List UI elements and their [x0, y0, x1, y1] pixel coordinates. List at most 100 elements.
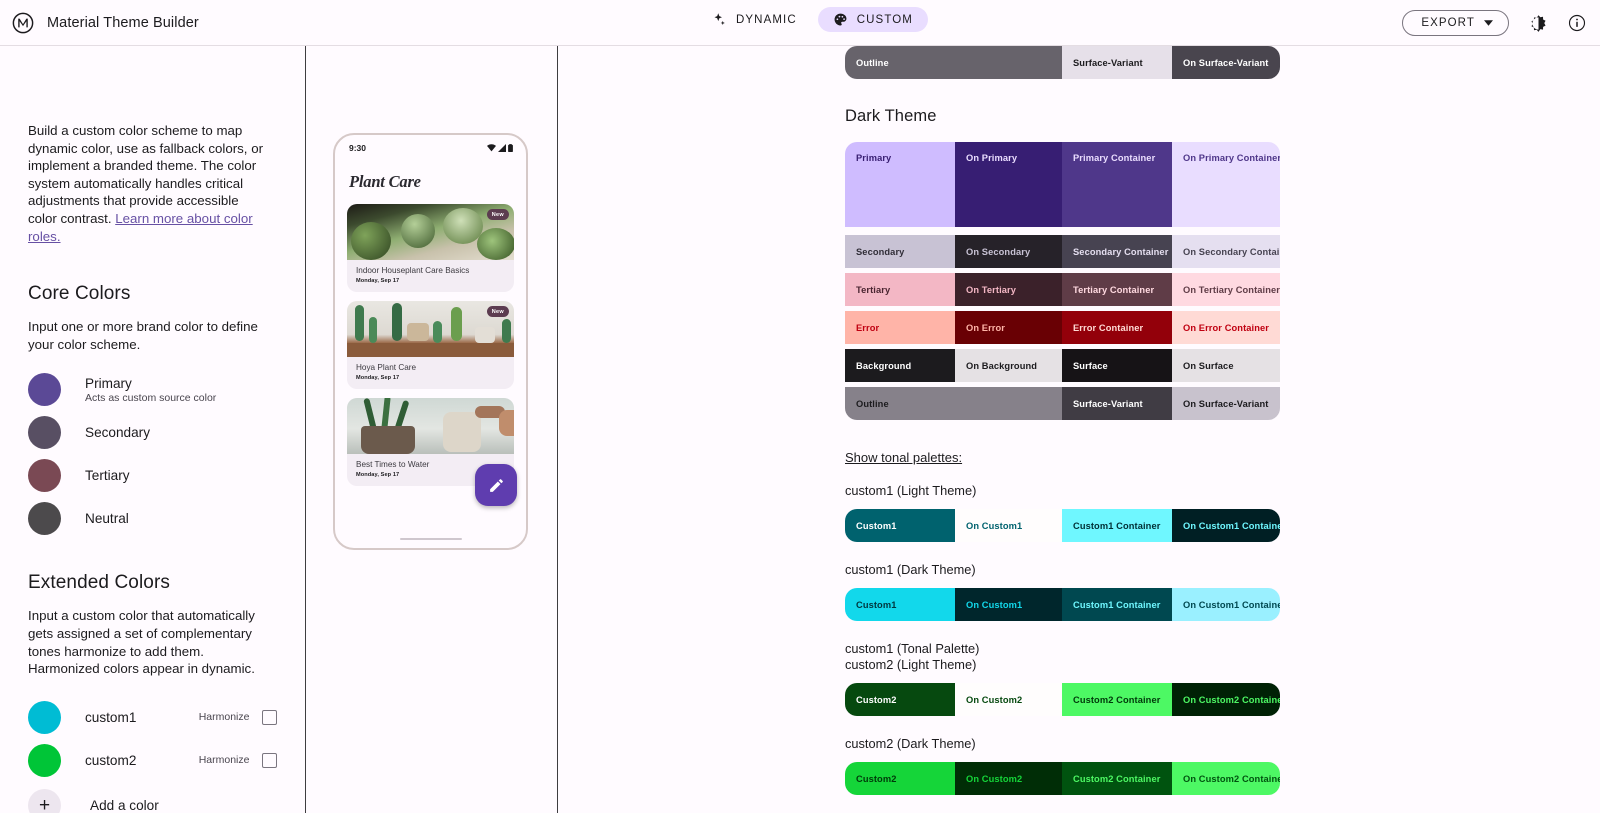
- extended-color-row-custom1[interactable]: custom1 Harmonize: [28, 696, 277, 739]
- card-title: Best Times to Water: [356, 460, 430, 469]
- brightness-contrast-icon: [1531, 14, 1546, 32]
- extended-color-swatch-custom1[interactable]: [28, 700, 61, 734]
- scheme-cell-secondary-container[interactable]: Secondary Container: [1062, 235, 1172, 268]
- show-tonal-palettes-link[interactable]: Show tonal palettes:: [845, 450, 963, 465]
- core-color-swatch-secondary[interactable]: [28, 416, 61, 450]
- custom-mode-label: CUSTOM: [856, 13, 913, 26]
- core-color-row-neutral[interactable]: Neutral: [28, 497, 277, 540]
- core-color-row-primary[interactable]: Primary Acts as custom source color: [28, 368, 277, 411]
- palette-cell-on-custom2[interactable]: On Custom2: [955, 762, 1062, 795]
- theme-contrast-button[interactable]: [1529, 14, 1548, 33]
- palette-cell-custom2[interactable]: Custom2: [845, 683, 955, 716]
- scheme-cell-on-primary[interactable]: On Primary: [955, 142, 1062, 227]
- scheme-cell-surface-variant[interactable]: Surface-Variant: [1062, 387, 1172, 420]
- floating-action-button[interactable]: [475, 464, 517, 506]
- scheme-cell-on-error-container[interactable]: On Error Container: [1172, 311, 1280, 344]
- core-color-swatch-tertiary[interactable]: [28, 459, 61, 493]
- scheme-cell-outline[interactable]: Outline: [845, 387, 1062, 420]
- palette-cell-label: Custom1: [856, 520, 897, 531]
- extended-color-swatch-custom2[interactable]: [28, 743, 61, 777]
- extended-color-row-custom2[interactable]: custom2 Harmonize: [28, 739, 277, 782]
- core-color-swatch-neutral[interactable]: [28, 502, 61, 536]
- scheme-cell-label: Error: [856, 322, 880, 333]
- material-logo-icon: [12, 12, 34, 33]
- scheme-cell-error[interactable]: Error: [845, 311, 955, 344]
- palette-cell-custom1-container[interactable]: Custom1 Container: [1062, 509, 1172, 542]
- intro-text: Build a custom color scheme to map dynam…: [28, 123, 264, 226]
- scheme-cell-primary[interactable]: Primary: [845, 142, 955, 227]
- sparkle-icon: [714, 13, 725, 25]
- core-color-row-tertiary[interactable]: Tertiary: [28, 454, 277, 497]
- light-theme-partial-row: Outline Surface-Variant On Surface-Varia…: [845, 46, 1285, 79]
- phone-card-item[interactable]: New Indoor Houseplant Care Basics Monday…: [347, 204, 514, 292]
- palette-cell-custom1[interactable]: Custom1: [845, 509, 955, 542]
- palette-cell-on-custom2-container[interactable]: On Custom2 Container: [1172, 683, 1280, 716]
- info-button[interactable]: [1568, 14, 1586, 32]
- scheme-cell-surface-variant[interactable]: Surface-Variant: [1062, 46, 1172, 79]
- harmonize-checkbox-custom2[interactable]: [262, 752, 277, 768]
- palette-cell-on-custom1-container[interactable]: On Custom1 Container: [1172, 588, 1280, 621]
- color-scheme-panel: Outline Surface-Variant On Surface-Varia…: [845, 0, 1285, 813]
- palette-cell-custom2[interactable]: Custom2: [845, 762, 955, 795]
- scheme-cell-tertiary[interactable]: Tertiary: [845, 273, 955, 306]
- export-button[interactable]: EXPORT: [1402, 10, 1509, 36]
- scheme-cell-background[interactable]: Background: [845, 349, 955, 382]
- core-color-row-secondary[interactable]: Secondary: [28, 411, 277, 454]
- palette-cell-on-custom2[interactable]: On Custom2: [955, 683, 1062, 716]
- card-image-succulents: New: [347, 204, 514, 260]
- scheme-cell-on-error[interactable]: On Error: [955, 311, 1062, 344]
- custom-mode-button[interactable]: CUSTOM: [817, 7, 928, 32]
- intro-paragraph: Build a custom color scheme to map dynam…: [28, 122, 270, 245]
- palette-cell-on-custom1-container[interactable]: On Custom1 Container: [1172, 509, 1280, 542]
- palette-cell-label: Custom1 Container: [1073, 520, 1161, 531]
- palette-cell-on-custom1[interactable]: On Custom1: [955, 509, 1062, 542]
- palette-cell-custom1[interactable]: Custom1: [845, 588, 955, 621]
- palette-cell-custom2-container[interactable]: Custom2 Container: [1062, 683, 1172, 716]
- scheme-cell-primary-container[interactable]: Primary Container: [1062, 142, 1172, 227]
- home-indicator: [399, 537, 462, 540]
- scheme-cell-label: Tertiary Container: [1073, 284, 1155, 295]
- palette-cell-label: On Custom2: [966, 694, 1023, 705]
- scheme-cell-outline[interactable]: Outline: [845, 46, 1062, 79]
- scheme-cell-surface[interactable]: Surface: [1062, 349, 1172, 382]
- phone-card-item[interactable]: New Hoya Plant Care Monday, Sep 17: [347, 301, 514, 389]
- mode-segmented-control: DYNAMIC CUSTOM: [697, 7, 928, 32]
- core-color-name-secondary: Secondary: [85, 425, 150, 441]
- scheme-cell-on-secondary[interactable]: On Secondary: [955, 235, 1062, 268]
- scheme-cell-on-tertiary-container[interactable]: On Tertiary Container: [1172, 273, 1280, 306]
- scheme-cell-on-tertiary[interactable]: On Tertiary: [955, 273, 1062, 306]
- palette-cell-custom2-container[interactable]: Custom2 Container: [1062, 762, 1172, 795]
- scheme-cell-on-surface-variant[interactable]: On Surface-Variant: [1172, 46, 1280, 79]
- scheme-cell-tertiary-container[interactable]: Tertiary Container: [1062, 273, 1172, 306]
- scheme-cell-label: Surface: [1073, 360, 1108, 371]
- extended-color-name-custom1: custom1: [85, 709, 137, 725]
- scheme-cell-label: Outline: [856, 398, 889, 409]
- scheme-cell-on-surface[interactable]: On Surface: [1172, 349, 1280, 382]
- scheme-cell-on-primary-container[interactable]: On Primary Container: [1172, 142, 1280, 227]
- dark-theme-heading: Dark Theme: [845, 107, 937, 125]
- scheme-cell-secondary[interactable]: Secondary: [845, 235, 955, 268]
- harmonize-checkbox-custom1[interactable]: [262, 709, 277, 725]
- core-color-swatch-primary[interactable]: [28, 373, 61, 407]
- palette-cell-on-custom2-container[interactable]: On Custom2 Container: [1172, 762, 1280, 795]
- card-body: Indoor Houseplant Care Basics Monday, Se…: [347, 260, 514, 292]
- scheme-row-tertiary: Tertiary On Tertiary Tertiary Container …: [845, 273, 1285, 306]
- palette-cell-custom1-container[interactable]: Custom1 Container: [1062, 588, 1172, 621]
- scheme-cell-label: Tertiary: [856, 284, 891, 295]
- scheme-cell-label: On Surface-Variant: [1183, 398, 1269, 409]
- add-color-button[interactable]: +: [28, 789, 61, 813]
- scheme-cell-on-secondary-container[interactable]: On Secondary Container: [1172, 235, 1280, 268]
- add-color-row[interactable]: + Add a color: [28, 784, 277, 813]
- palette-cell-label: On Custom1 Container: [1183, 599, 1280, 610]
- palette-heading-custom1-light: custom1 (Light Theme): [845, 483, 977, 498]
- scheme-cell-on-surface-variant[interactable]: On Surface-Variant: [1172, 387, 1280, 420]
- learn-more-link[interactable]: Learn more about color roles.: [28, 210, 253, 244]
- scheme-cell-label: Background: [856, 360, 912, 371]
- scheme-cell-error-container[interactable]: Error Container: [1062, 311, 1172, 344]
- palette-cell-on-custom1[interactable]: On Custom1: [955, 588, 1062, 621]
- scheme-row-background: Background On Background Surface On Surf…: [845, 349, 1285, 382]
- dynamic-mode-button[interactable]: DYNAMIC: [697, 7, 812, 32]
- core-color-sub-primary: Acts as custom source color: [85, 391, 217, 404]
- scheme-cell-on-background[interactable]: On Background: [955, 349, 1062, 382]
